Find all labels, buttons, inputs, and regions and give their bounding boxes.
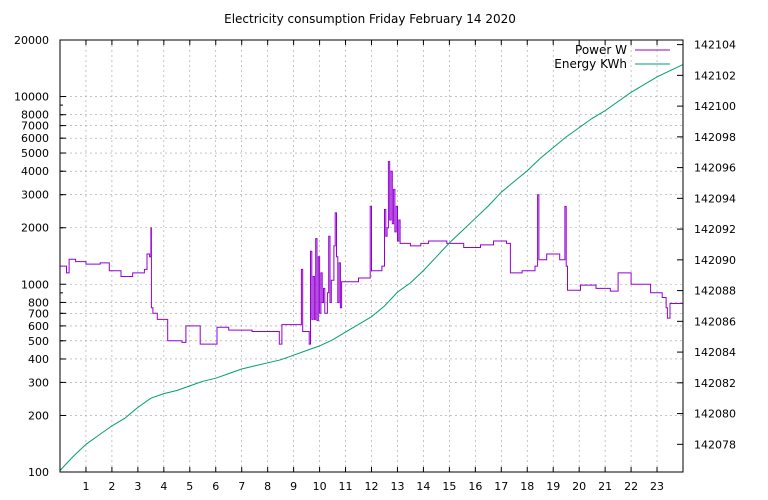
- chart-title: Electricity consumption Friday February …: [224, 12, 516, 26]
- series-line-power: [60, 161, 683, 345]
- y-left-tick-label: 20000: [14, 34, 49, 47]
- x-tick-label: 2: [108, 480, 115, 493]
- series-line-energy: [59, 64, 684, 471]
- y-left-tick-label: 500: [28, 335, 49, 348]
- y-right-tick-label: 142092: [694, 223, 736, 236]
- y-right-tick-label: 142098: [694, 131, 736, 144]
- y-left-tick-label: 4000: [21, 165, 49, 178]
- y-left-tick-label: 600: [28, 320, 49, 333]
- y-right-tick-label: 142080: [694, 408, 736, 421]
- x-tick-label: 20: [572, 480, 586, 493]
- y-left-tick-label: 700: [28, 307, 49, 320]
- y-right-tick-label: 142102: [694, 69, 736, 82]
- y-left-tick-label: 6000: [21, 132, 49, 145]
- y-left-tick-label: 7000: [21, 120, 49, 133]
- x-tick-label: 21: [598, 480, 612, 493]
- y-right-tick-label: 142078: [694, 438, 736, 451]
- x-tick-label: 4: [160, 480, 167, 493]
- y-left-tick-label: 300: [28, 376, 49, 389]
- y-left-tick-label: 400: [28, 353, 49, 366]
- y-left-tick-label: 2000: [21, 222, 49, 235]
- x-tick-label: 8: [264, 480, 271, 493]
- x-tick-label: 16: [468, 480, 482, 493]
- legend-label-power: Power W: [575, 43, 627, 57]
- legend: Power W Energy KWh: [554, 43, 670, 71]
- x-tick-label: 19: [546, 480, 560, 493]
- y-right-tick-label: 142088: [694, 285, 736, 298]
- tick-labels: 1 2 3 4 5 6 7 8 9 10 11 12 13 14 15 16 17 18 19 20 21 22 23200…: [14, 34, 736, 493]
- x-tick-label: 11: [339, 480, 353, 493]
- plot-border: [59, 39, 684, 473]
- y-right-tick-label: 142100: [694, 100, 736, 113]
- y-right-tick-label: 142096: [694, 162, 736, 175]
- y-left-tick-label: 10000: [14, 91, 49, 104]
- y-left-tick-label: 8000: [21, 109, 49, 122]
- y-left-tick-label: 800: [28, 296, 49, 309]
- x-tick-label: 14: [416, 480, 430, 493]
- x-tick-label: 22: [624, 480, 638, 493]
- x-tick-label: 18: [520, 480, 534, 493]
- y-left-tick-label: 1000: [21, 278, 49, 291]
- x-tick-label: 9: [290, 480, 297, 493]
- y-left-tick-label: 100: [28, 466, 49, 479]
- y-left-tick-label: 5000: [21, 147, 49, 160]
- x-tick-label: 13: [390, 480, 404, 493]
- x-tick-label: 23: [650, 480, 664, 493]
- y-right-tick-label: 142094: [694, 192, 736, 205]
- x-tick-label: 3: [134, 480, 141, 493]
- x-tick-label: 12: [365, 480, 379, 493]
- series-layer: [59, 64, 684, 471]
- y-right-tick-label: 142090: [694, 254, 736, 267]
- x-tick-label: 6: [212, 480, 219, 493]
- x-tick-label: 1: [82, 480, 89, 493]
- y-right-tick-label: 142104: [694, 39, 736, 52]
- y-right-tick-label: 142082: [694, 377, 736, 390]
- x-tick-label: 17: [494, 480, 508, 493]
- y-right-tick-label: 142086: [694, 315, 736, 328]
- y-right-tick-label: 142084: [694, 346, 736, 359]
- y-left-tick-label: 200: [28, 409, 49, 422]
- x-tick-label: 15: [442, 480, 456, 493]
- x-tick-label: 10: [313, 480, 327, 493]
- x-tick-label: 7: [238, 480, 245, 493]
- legend-label-energy: Energy KWh: [554, 57, 627, 71]
- y-left-tick-label: 3000: [21, 189, 49, 202]
- x-tick-label: 5: [186, 480, 193, 493]
